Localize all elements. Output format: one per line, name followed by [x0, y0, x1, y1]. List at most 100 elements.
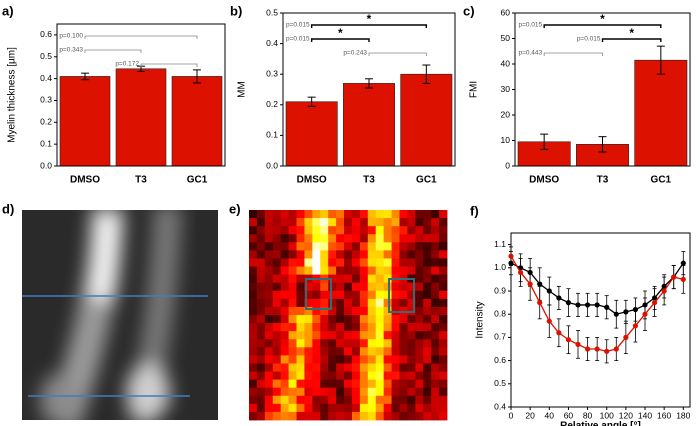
- significance-star: *: [600, 12, 605, 26]
- image-pixel: [296, 210, 305, 219]
- image-pixel: [280, 323, 289, 332]
- image-pixel: [344, 403, 353, 413]
- image-pixel: [351, 371, 361, 381]
- image-pixel: [431, 242, 440, 251]
- image-pixel: [288, 282, 297, 292]
- image-pixel: [423, 282, 432, 292]
- image-pixel: [272, 250, 282, 259]
- image-pixel: [351, 242, 361, 251]
- image-pixel: [249, 411, 258, 421]
- image-pixel: [383, 323, 392, 332]
- image-pixel: [439, 411, 448, 421]
- data-point: [604, 348, 610, 354]
- image-pixel: [304, 411, 313, 421]
- image-pixel: [288, 226, 297, 235]
- image-pixel: [320, 226, 329, 235]
- image-pixel: [288, 274, 297, 284]
- image-pixel: [280, 395, 289, 405]
- image-pixel: [344, 331, 353, 340]
- image-pixel: [423, 234, 432, 243]
- image-pixel: [383, 282, 392, 292]
- x-tick-label: 120: [619, 410, 633, 420]
- image-pixel: [399, 266, 408, 276]
- image-pixel: [264, 266, 274, 276]
- image-pixel: [249, 315, 258, 324]
- image-pixel: [249, 379, 258, 389]
- y-tick-label: 0.4: [494, 401, 506, 411]
- y-tick-label: 0.2: [266, 99, 278, 109]
- image-pixel: [328, 371, 337, 381]
- image-pixel: [256, 250, 266, 259]
- error-bar: [193, 69, 201, 84]
- image-pixel: [336, 387, 345, 397]
- image-pixel: [423, 355, 432, 364]
- image-pixel: [375, 355, 385, 364]
- image-pixel: [272, 347, 282, 356]
- plot-frame: [510, 232, 691, 408]
- image-pixel: [264, 371, 274, 381]
- image-pixel: [328, 306, 337, 316]
- image-pixel: [312, 218, 321, 227]
- image-pixel: [423, 403, 432, 413]
- image-pixel: [399, 387, 408, 397]
- image-pixel: [336, 250, 345, 259]
- image-pixel: [367, 323, 377, 332]
- image-pixel: [264, 282, 274, 292]
- image-pixel: [256, 226, 266, 235]
- error-bar: [81, 72, 89, 81]
- image-pixel: [280, 282, 289, 292]
- image-pixel: [296, 395, 305, 405]
- image-pixel: [320, 331, 329, 340]
- data-point: [575, 302, 581, 308]
- image-pixel: [359, 282, 369, 292]
- y-tick-label: 0.5: [494, 378, 506, 388]
- image-pixel: [336, 242, 345, 251]
- data-point: [594, 346, 600, 352]
- image-pixel: [367, 234, 377, 243]
- image-pixel: [312, 387, 321, 397]
- image-pixel: [344, 371, 353, 381]
- image-pixel: [351, 298, 361, 308]
- image-pixel: [344, 218, 353, 227]
- image-pixel: [431, 282, 440, 292]
- image-pixel: [304, 331, 313, 340]
- image-pixel: [391, 218, 400, 227]
- significance-bracket: [601, 38, 662, 42]
- image-pixel: [439, 315, 448, 324]
- image-pixel: [351, 315, 361, 324]
- image-pixel: [399, 258, 408, 267]
- image-pixel: [272, 306, 282, 316]
- image-pixel: [367, 242, 377, 251]
- image-pixel: [328, 403, 337, 413]
- image-pixel: [391, 339, 400, 348]
- image-pixel: [439, 403, 448, 413]
- image-pixel: [344, 339, 353, 348]
- image-pixel: [256, 379, 266, 389]
- significance-bracket: [84, 49, 142, 53]
- image-pixel: [296, 306, 305, 316]
- panel-label: e): [229, 201, 241, 216]
- image-pixel: [249, 331, 258, 340]
- image-pixel: [280, 379, 289, 389]
- image-pixel: [296, 363, 305, 372]
- x-tick-label: DMSO: [529, 175, 559, 186]
- image-pixel: [359, 258, 369, 267]
- image-pixel: [264, 274, 274, 284]
- image-pixel: [336, 218, 345, 227]
- x-tick-label: T3: [363, 175, 375, 186]
- image-pixel: [351, 411, 361, 421]
- error-bar: [598, 136, 607, 153]
- image-pixel: [344, 242, 353, 251]
- p-value-label: p=0.443: [518, 50, 542, 57]
- image-pixel: [320, 315, 329, 324]
- image-pixel: [399, 315, 408, 324]
- image-pixel: [407, 411, 416, 421]
- image-pixel: [344, 379, 353, 389]
- image-pixel: [304, 234, 313, 243]
- significance-bracket: [310, 24, 428, 28]
- image-pixel: [359, 395, 369, 405]
- image-pixel: [383, 218, 392, 227]
- image-pixel: [256, 274, 266, 284]
- image-pixel: [304, 306, 313, 316]
- image-pixel: [312, 347, 321, 356]
